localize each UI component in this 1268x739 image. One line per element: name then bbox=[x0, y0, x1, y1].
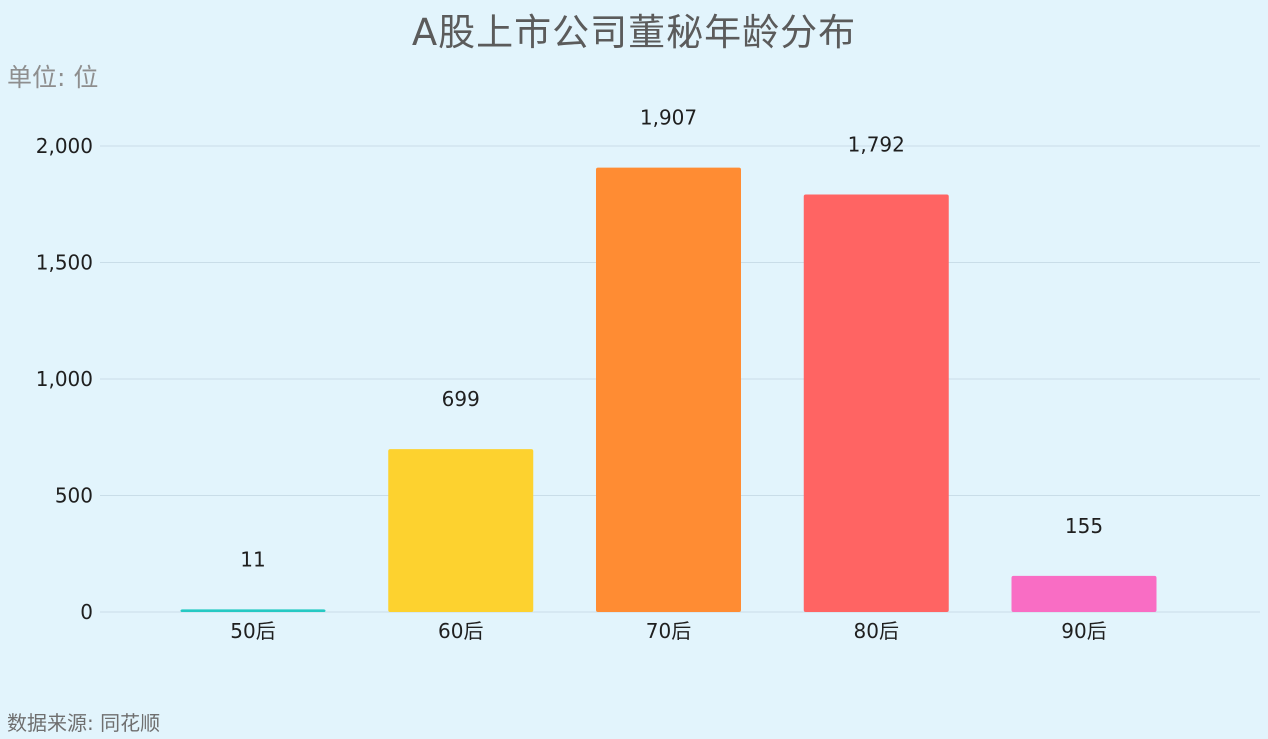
value-label: 11 bbox=[240, 547, 265, 571]
x-tick-label: 70后 bbox=[646, 619, 691, 643]
y-tick-label: 500 bbox=[55, 484, 93, 508]
bar-60后 bbox=[388, 449, 534, 612]
bars bbox=[180, 167, 1157, 613]
value-label: 155 bbox=[1065, 514, 1103, 538]
chart-title: A股上市公司董秘年龄分布 bbox=[411, 11, 857, 54]
x-tick-label: 80后 bbox=[854, 619, 899, 643]
value-label: 1,792 bbox=[848, 132, 905, 156]
value-labels: 11 699 1,907 1,792 155 bbox=[240, 106, 1103, 572]
x-tick-label: 50后 bbox=[230, 619, 275, 643]
unit-label: 单位: 位 bbox=[7, 63, 99, 92]
x-axis-ticks: 50后 60后 70后 80后 90后 bbox=[230, 619, 1106, 643]
x-tick-label: 90后 bbox=[1061, 619, 1106, 643]
x-tick-label: 60后 bbox=[438, 619, 483, 643]
y-axis-ticks: 0 500 1,000 1,500 2,000 bbox=[36, 134, 93, 624]
y-tick-label: 1,000 bbox=[36, 367, 93, 391]
bar-70后 bbox=[596, 167, 741, 612]
source-label: 数据来源: 同花顺 bbox=[7, 711, 161, 735]
y-tick-label: 2,000 bbox=[36, 134, 93, 158]
y-tick-label: 1,500 bbox=[36, 251, 93, 275]
bar-90后 bbox=[1011, 575, 1157, 612]
value-label: 1,907 bbox=[640, 106, 697, 130]
value-label: 699 bbox=[442, 387, 480, 411]
bar-80后 bbox=[803, 194, 949, 613]
y-tick-label: 0 bbox=[80, 600, 93, 624]
bar-50后 bbox=[180, 609, 326, 612]
